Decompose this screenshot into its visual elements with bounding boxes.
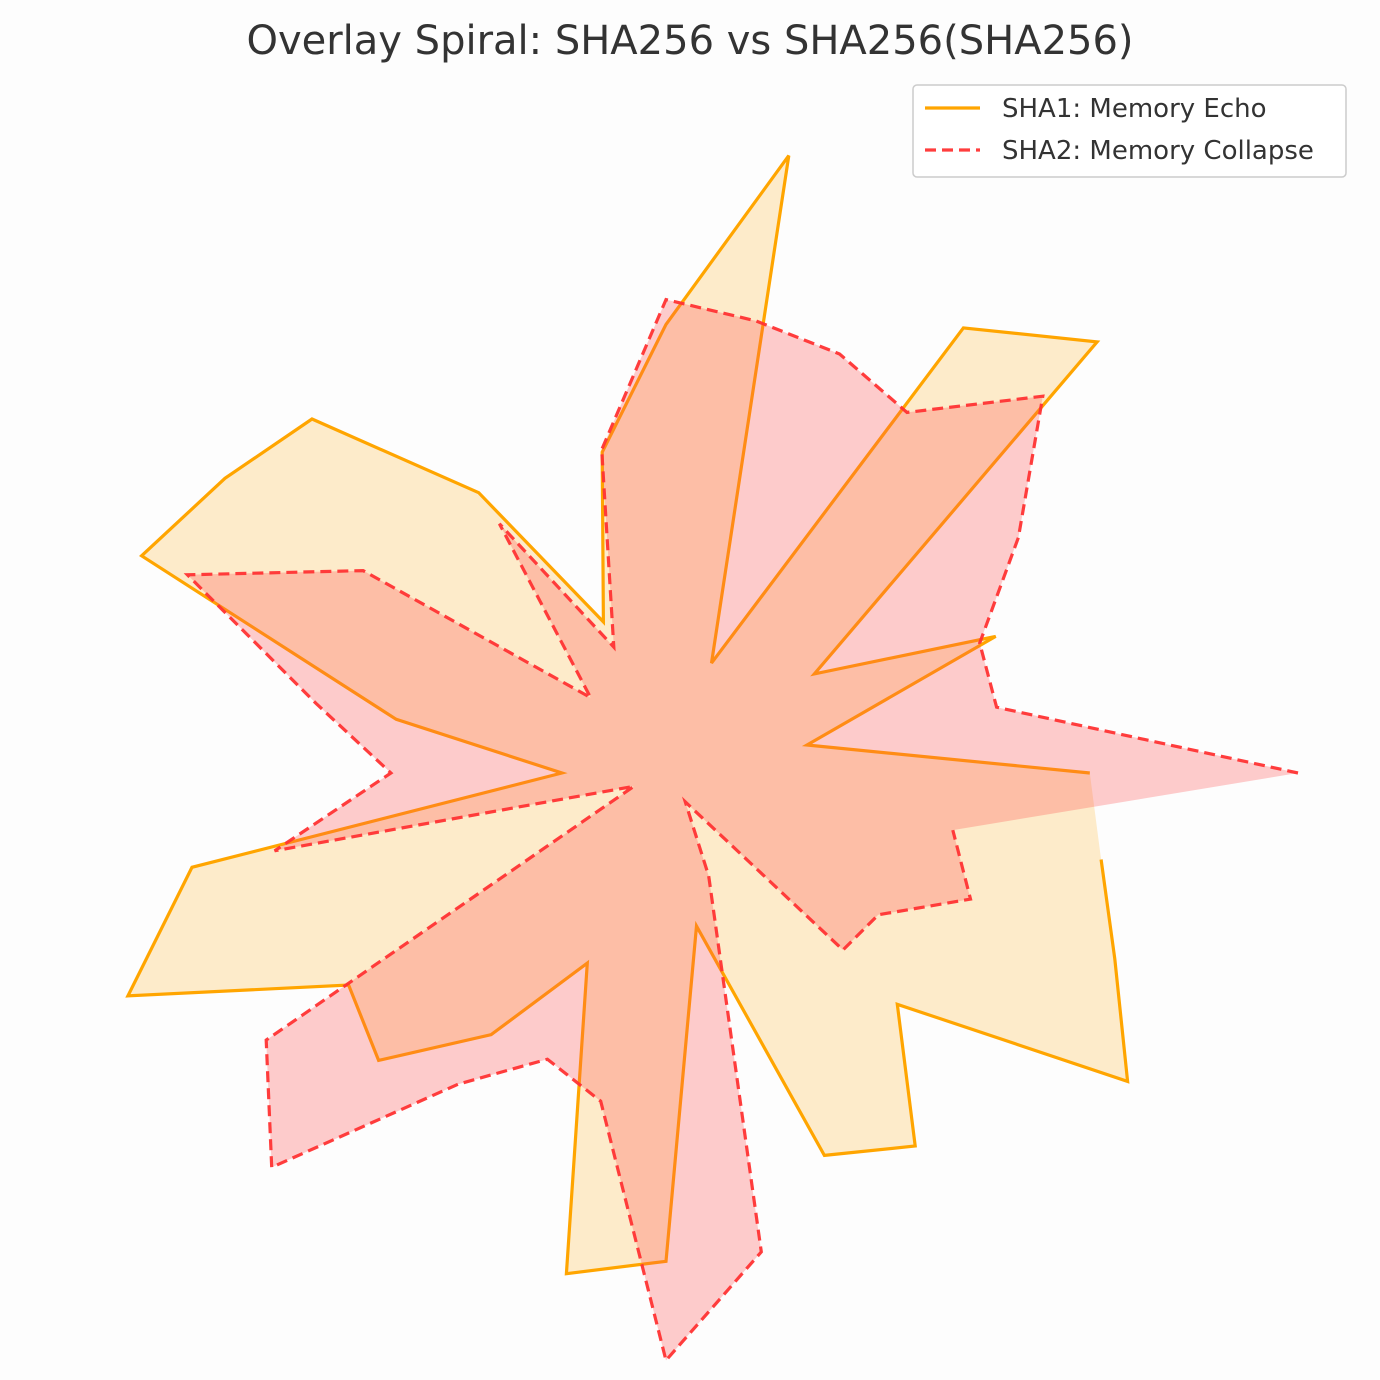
- legend-frame: [912, 84, 1347, 178]
- legend: SHA1: Memory Echo SHA2: Memory Collapse: [912, 84, 1347, 178]
- series-2: [183, 297, 1299, 1364]
- chart-title: Overlay Spiral: SHA256 vs SHA256(SHA256): [246, 18, 1133, 64]
- series-1-fill: [127, 155, 1128, 1274]
- series-1: [125, 154, 1130, 1276]
- legend-label-sha1: SHA1: Memory Echo: [1002, 94, 1267, 124]
- series-2-fill: [187, 299, 1298, 1361]
- series-layer: [125, 154, 1299, 1364]
- legend-label-sha2: SHA2: Memory Collapse: [1002, 136, 1314, 166]
- series-1-line: [125, 154, 1130, 1276]
- series-2-line: [183, 297, 1299, 1364]
